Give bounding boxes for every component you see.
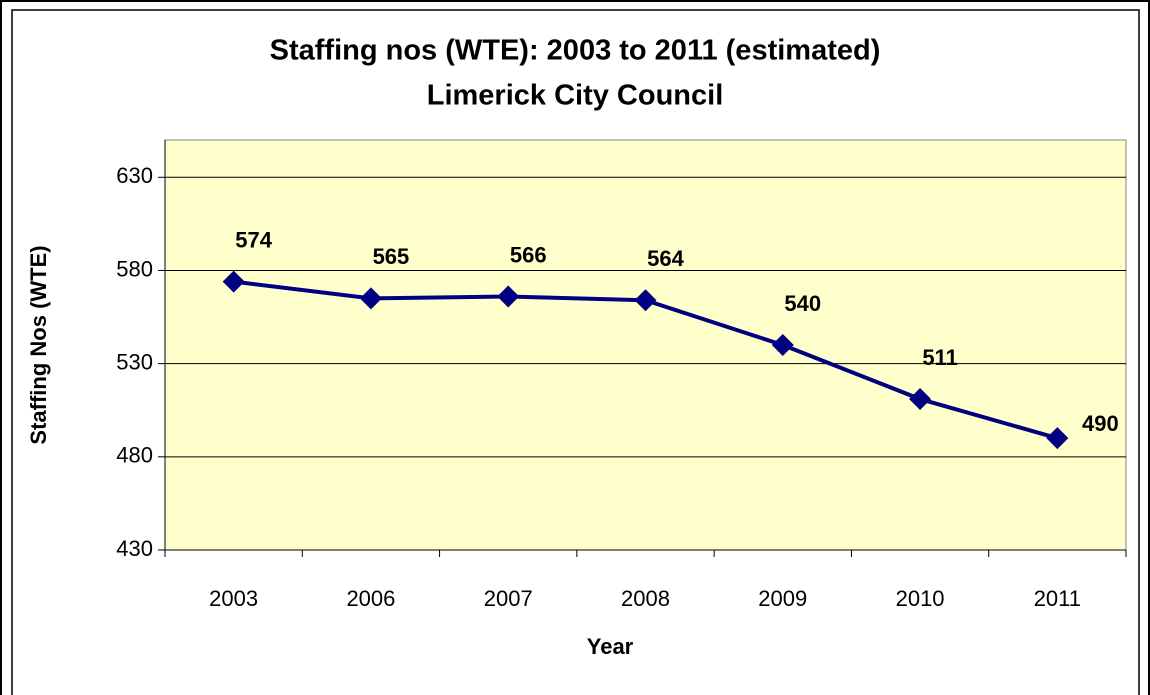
x-tick-label: 2011 bbox=[1034, 586, 1081, 611]
marker bbox=[634, 289, 657, 312]
y-tick-label: 430 bbox=[116, 536, 153, 561]
y-tick-label: 480 bbox=[116, 443, 153, 468]
data-label: 511 bbox=[922, 345, 958, 370]
chart-title: Staffing nos (WTE): 2003 to 2011 (estima… bbox=[270, 35, 881, 67]
marker bbox=[359, 287, 382, 310]
x-tick-label: 2003 bbox=[209, 586, 258, 611]
data-label: 566 bbox=[510, 242, 547, 267]
marker bbox=[909, 388, 932, 411]
x-tick-label: 2009 bbox=[758, 586, 807, 611]
data-label: 565 bbox=[373, 244, 410, 269]
marker bbox=[771, 334, 794, 356]
marker bbox=[497, 285, 520, 308]
marker bbox=[1046, 427, 1069, 450]
data-label: 490 bbox=[1082, 411, 1119, 436]
y-axis-label: Staffing Nos (WTE) bbox=[26, 245, 51, 444]
y-tick-label: 530 bbox=[116, 349, 153, 374]
x-tick-label: 2006 bbox=[346, 586, 395, 611]
data-label: 564 bbox=[647, 246, 684, 271]
plot-area bbox=[164, 139, 1127, 551]
data-label: 540 bbox=[784, 291, 821, 316]
x-tick-label: 2010 bbox=[896, 586, 945, 611]
x-axis-label: Year bbox=[587, 634, 634, 659]
y-tick-label: 580 bbox=[116, 256, 153, 281]
x-tick-label: 2007 bbox=[484, 586, 533, 611]
chart-subtitle: Limerick City Council bbox=[427, 80, 724, 112]
data-label: 574 bbox=[235, 227, 272, 252]
marker bbox=[222, 270, 245, 293]
y-tick-label: 630 bbox=[116, 163, 153, 188]
x-tick-label: 2008 bbox=[621, 586, 670, 611]
